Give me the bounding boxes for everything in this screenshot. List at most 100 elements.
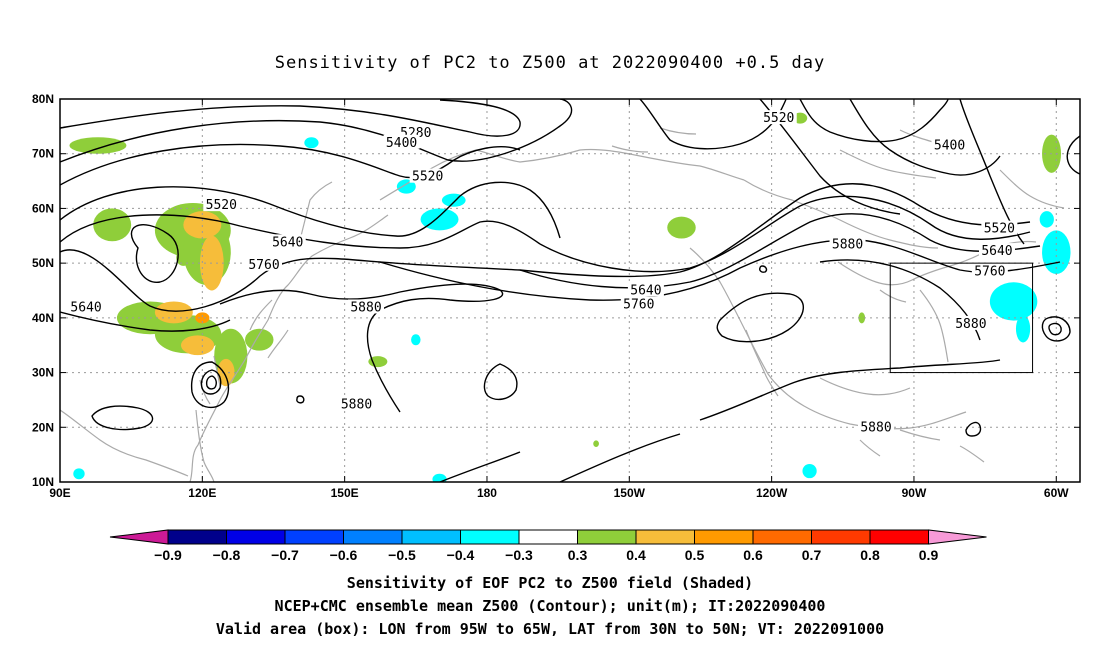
colorbar-label: −0.4 bbox=[447, 547, 475, 563]
sensitivity-blob bbox=[667, 216, 696, 239]
sensitivity-blob bbox=[176, 249, 191, 266]
sensitivity-blob bbox=[432, 473, 447, 482]
lon-tick-label: 150W bbox=[614, 486, 646, 500]
colorbar-label: 0.9 bbox=[919, 547, 939, 563]
contour-label: 5520 bbox=[763, 111, 794, 126]
colorbar-label: 0.4 bbox=[626, 547, 646, 563]
axis-ticks: 90E 120E 150E 180 150W 120W 90W 60W 80N 70N 60N 50N… bbox=[32, 92, 1080, 500]
contour-label: 5880 bbox=[341, 397, 372, 412]
sensitivity-blob bbox=[304, 137, 319, 149]
contour-label-bg bbox=[383, 134, 420, 149]
contour-label: 5400 bbox=[934, 139, 965, 154]
sensitivity-blob bbox=[154, 301, 193, 324]
sensitivity-blob bbox=[1015, 315, 1031, 343]
contour-label: 5880 bbox=[860, 420, 891, 435]
lon-tick-label: 90W bbox=[902, 486, 927, 500]
colorbar-label: −0.8 bbox=[213, 547, 241, 563]
colorbar-segment bbox=[811, 529, 871, 545]
colorbar-segment bbox=[460, 529, 520, 545]
contour-label: 5400 bbox=[386, 136, 417, 151]
lon-tick-label: 120E bbox=[188, 486, 216, 500]
colorbar-segment bbox=[167, 529, 227, 545]
valid-area-box bbox=[889, 262, 1034, 374]
lat-tick-label: 60N bbox=[32, 201, 54, 215]
contour-label: 5760 bbox=[623, 298, 654, 313]
lon-tick-label: 180 bbox=[477, 486, 497, 500]
contour-label: 5640 bbox=[630, 284, 661, 299]
contour-label-bg bbox=[203, 197, 240, 212]
sensitivity-blob bbox=[420, 208, 459, 231]
contour-label-bg bbox=[620, 296, 657, 311]
colorbar-segment bbox=[752, 529, 812, 545]
caption-line-3: Valid area (box): LON from 95W to 65W, L… bbox=[216, 620, 884, 638]
colorbar-segment bbox=[343, 529, 403, 545]
contour-label-bg bbox=[978, 243, 1015, 258]
sensitivity-blob bbox=[195, 312, 210, 324]
colorbar-low-arrow bbox=[109, 529, 169, 545]
colorbar-segment bbox=[869, 529, 929, 545]
colorbar-segment bbox=[635, 529, 695, 545]
lon-tick-label: 120W bbox=[756, 486, 788, 500]
colorbar-high-arrow bbox=[928, 529, 987, 545]
sensitivity-blob bbox=[245, 328, 274, 351]
sensitivity-blob bbox=[858, 312, 866, 324]
lat-tick-label: 10N bbox=[32, 475, 54, 489]
contour-label-bg bbox=[68, 299, 105, 314]
lat-tick-label: 30N bbox=[32, 366, 54, 380]
colorbar-label: 0.5 bbox=[685, 547, 705, 563]
contour-label-bg bbox=[348, 299, 384, 314]
colorbar-segment bbox=[577, 529, 637, 545]
contour-label: 5760 bbox=[248, 258, 279, 273]
colorbar-label: −0.5 bbox=[388, 547, 416, 563]
colorbar-label: −0.9 bbox=[154, 547, 182, 563]
caption-line-2: NCEP+CMC ensemble mean Z500 (Contour); u… bbox=[275, 597, 826, 615]
colorbar-label: 0.3 bbox=[568, 547, 588, 563]
sensitivity-shading bbox=[69, 112, 1071, 482]
sensitivity-blob bbox=[73, 468, 85, 480]
colorbar-label: −0.6 bbox=[330, 547, 358, 563]
colorbar-segment bbox=[518, 529, 578, 545]
contour-label-bg bbox=[931, 137, 968, 152]
sensitivity-blob bbox=[1039, 211, 1054, 228]
sensitivity-blob bbox=[441, 193, 466, 207]
sensitivity-blob bbox=[593, 440, 599, 447]
colorbar-segment bbox=[226, 529, 286, 545]
lat-tick-label: 70N bbox=[32, 147, 54, 161]
lon-tick-label: 60W bbox=[1044, 486, 1069, 500]
colorbar-label: −0.3 bbox=[505, 547, 533, 563]
colorbar-segment bbox=[401, 529, 461, 545]
sensitivity-blob bbox=[183, 211, 222, 239]
contour-label: 5520 bbox=[412, 170, 443, 185]
sensitivity-blob bbox=[802, 463, 817, 479]
colorbar-label: 0.8 bbox=[860, 547, 880, 563]
contour-label: 5880 bbox=[832, 238, 863, 253]
sensitivity-blob bbox=[396, 179, 416, 194]
contour-label: 5640 bbox=[70, 300, 101, 315]
coastlines bbox=[60, 127, 1065, 482]
contour-label-bg bbox=[246, 256, 282, 271]
sensitivity-blob bbox=[217, 358, 235, 387]
contour-label-bg bbox=[858, 419, 894, 434]
lat-tick-label: 80N bbox=[32, 92, 54, 106]
lat-tick-label: 50N bbox=[32, 256, 54, 270]
contour-label: 5640 bbox=[981, 244, 1012, 259]
colorbar-label: −0.7 bbox=[271, 547, 299, 563]
contour-label-bg bbox=[981, 220, 1018, 235]
colorbar-label: 0.6 bbox=[743, 547, 763, 563]
caption-line-1: Sensitivity of EOF PC2 to Z500 field (Sh… bbox=[347, 574, 753, 592]
contour-label-bg bbox=[760, 110, 797, 125]
sensitivity-blob bbox=[69, 137, 127, 154]
sensitivity-blob bbox=[989, 282, 1038, 321]
contour-label: 5880 bbox=[350, 300, 381, 315]
sensitivity-blob bbox=[93, 208, 132, 242]
contour-label: 5880 bbox=[955, 317, 986, 332]
map-frame bbox=[59, 98, 1081, 483]
contour-label-bg bbox=[269, 234, 306, 249]
contour-label: 5760 bbox=[974, 264, 1005, 279]
lon-tick-label: 150E bbox=[331, 486, 359, 500]
contour-label-bg bbox=[952, 315, 989, 330]
z500-contours bbox=[60, 99, 1080, 482]
contour-label-bg bbox=[409, 168, 446, 183]
colorbar: −0.9 −0.8 −0.7 −0.6 −0.5 −0.4 −0.3 0.3 0.4 0.5 0.6… bbox=[109, 529, 987, 563]
